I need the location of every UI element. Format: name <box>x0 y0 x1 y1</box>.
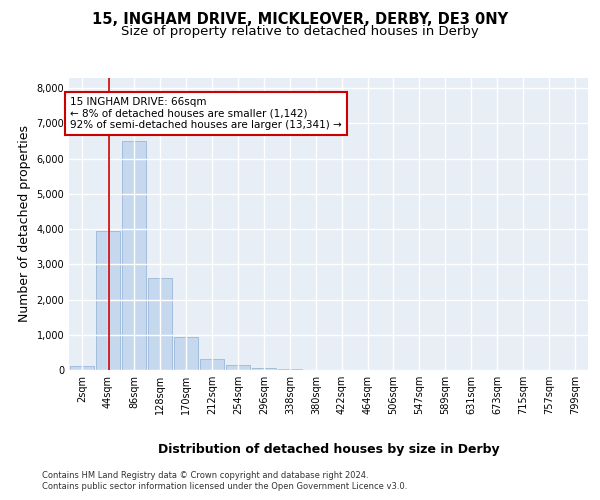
Bar <box>70 366 94 370</box>
Text: Size of property relative to detached houses in Derby: Size of property relative to detached ho… <box>121 25 479 38</box>
Bar <box>148 278 172 370</box>
Text: 15, INGHAM DRIVE, MICKLEOVER, DERBY, DE3 0NY: 15, INGHAM DRIVE, MICKLEOVER, DERBY, DE3… <box>92 12 508 28</box>
Text: Contains public sector information licensed under the Open Government Licence v3: Contains public sector information licen… <box>42 482 407 491</box>
Bar <box>96 231 120 370</box>
Text: Distribution of detached houses by size in Derby: Distribution of detached houses by size … <box>158 442 500 456</box>
Y-axis label: Number of detached properties: Number of detached properties <box>18 125 31 322</box>
Bar <box>122 141 146 370</box>
Bar <box>226 366 250 370</box>
Bar <box>252 368 276 370</box>
Text: 15 INGHAM DRIVE: 66sqm
← 8% of detached houses are smaller (1,142)
92% of semi-d: 15 INGHAM DRIVE: 66sqm ← 8% of detached … <box>70 97 342 130</box>
Text: Contains HM Land Registry data © Crown copyright and database right 2024.: Contains HM Land Registry data © Crown c… <box>42 471 368 480</box>
Bar <box>174 336 198 370</box>
Bar <box>200 360 224 370</box>
Bar <box>278 369 302 370</box>
